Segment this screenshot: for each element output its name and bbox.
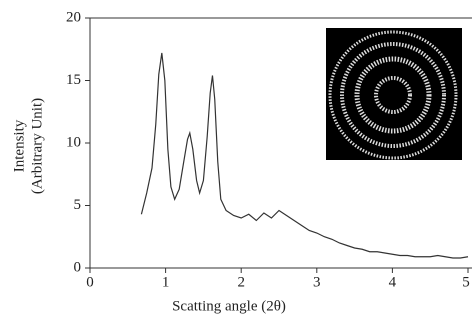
y-axis-label: (Arbitrary Unit)	[29, 98, 45, 194]
x-tick-label: 0	[86, 274, 94, 290]
x-axis-label: Scatting angle (2θ)	[172, 298, 286, 314]
y-tick-label: 0	[74, 259, 82, 275]
inset-diffraction-image	[326, 28, 462, 160]
x-tick-label: 1	[162, 274, 170, 290]
x-tick-label: 3	[313, 274, 321, 290]
y-axis-label: Intensity	[11, 119, 27, 172]
x-tick-label: 4	[389, 274, 397, 290]
x-tick-label: 2	[237, 274, 245, 290]
y-tick-label: 5	[74, 197, 82, 213]
y-tick-label: 15	[66, 72, 81, 88]
y-tick-label: 10	[66, 134, 81, 150]
chart: Scatting angle (2θ) Intensity (Arbitrary…	[0, 0, 472, 324]
y-tick-label: 20	[66, 9, 81, 25]
x-tick-label: 5	[462, 274, 470, 290]
